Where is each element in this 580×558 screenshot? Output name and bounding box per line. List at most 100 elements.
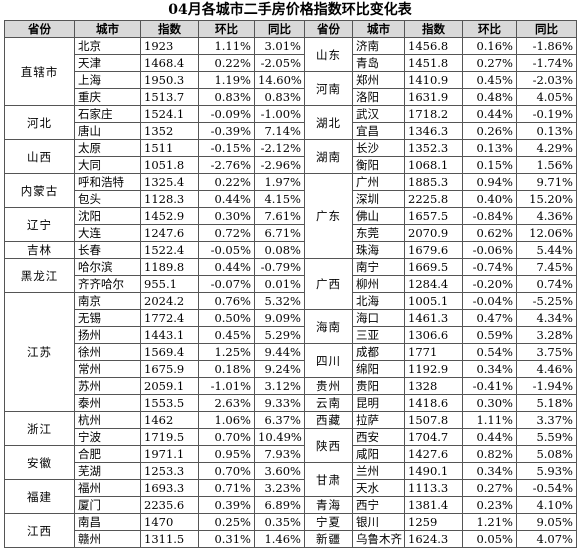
yoy-cell: 9.44% [254,343,305,361]
city-cell: 洛阳 [352,88,405,106]
index-cell: 1719.5 [140,428,199,446]
city-cell: 天津 [74,54,141,72]
mom-cell: 0.18% [198,360,255,378]
mom-cell: -0.15% [198,139,255,157]
mom-cell: 0.27% [462,479,517,497]
province-cell: 安徽 [4,445,75,480]
index-cell: 1772.4 [140,309,199,327]
index-cell: 1352 [140,122,199,140]
yoy-cell: 4.07% [516,530,577,548]
mom-cell: 0.83% [198,88,255,106]
index-cell: 1427.6 [404,445,463,463]
table-row: 厦门 2235.6 0.39% 6.89% 青海 西宁 1381.4 0.23% 4.10% [5,496,577,514]
yoy-cell: 14.60% [254,71,305,89]
city-cell: 芜湖 [74,462,141,480]
yoy-cell: -2.12% [254,139,305,157]
yoy-cell: 5.29% [254,326,305,344]
index-cell: 1522.4 [140,241,199,259]
mom-cell: 0.45% [462,71,517,89]
header-cell: 同比 [516,20,577,38]
yoy-cell: 0.08% [254,241,305,259]
city-cell: 宜昌 [352,122,405,140]
city-cell: 南京 [74,292,141,310]
mom-cell: -0.41% [462,377,517,395]
mom-cell: 0.34% [462,360,517,378]
table-row: 大连 1247.6 0.72% 6.71% 东莞 2070.9 0.62% 12.06% [5,224,577,242]
city-cell: 徐州 [74,343,141,361]
province-cell: 广西 [304,258,353,310]
city-cell: 上海 [74,71,141,89]
index-cell: 1311.5 [140,530,199,548]
yoy-cell: -0.79% [254,258,305,276]
yoy-cell: 4.10% [516,496,577,514]
index-cell: 1468.4 [140,54,199,72]
city-cell: 天水 [352,479,405,497]
mom-cell: 0.26% [462,122,517,140]
index-cell: 1569.4 [140,343,199,361]
mom-cell: 0.22% [198,54,255,72]
mom-cell: 1.06% [198,411,255,429]
city-cell: 佛山 [352,207,405,225]
mom-cell: 0.95% [198,445,255,463]
mom-cell: 0.13% [462,139,517,157]
yoy-cell: 10.49% [254,428,305,446]
province-cell: 河北 [4,105,75,140]
index-cell: 1885.3 [404,173,463,191]
yoy-cell: -1.86% [516,37,577,55]
city-cell: 苏州 [74,377,141,395]
yoy-cell: 6.71% [254,224,305,242]
table-row: 芜湖 1253.3 0.70% 3.60% 甘肃 兰州 1490.1 0.34% 5.93% [5,462,577,497]
city-cell: 成都 [352,343,405,361]
city-cell: 杭州 [74,411,141,429]
city-cell: 郑州 [352,71,405,89]
yoy-cell: -1.94% [516,377,577,395]
province-cell: 甘肃 [304,462,353,497]
mom-cell: 0.47% [462,309,517,327]
table-row: 辽宁 沈阳 1452.9 0.30% 7.61% 佛山 1657.5 -0.84% 4.36% [4,207,577,242]
province-cell: 宁夏 [304,513,353,531]
index-cell: 1657.5 [404,207,463,225]
index-cell: 1192.9 [404,360,463,378]
province-cell: 海南 [304,309,353,344]
index-cell: 1284.4 [404,275,463,293]
city-cell: 泰州 [74,394,141,412]
table-row: 宁波 1719.5 0.70% 10.49% 陕西 西安 1704.7 0.44% 5.59% [5,428,577,463]
mom-cell: 0.44% [198,258,255,276]
city-cell: 昆明 [352,394,405,412]
table-row: 上海 1950.3 1.19% 14.60% 河南 郑州 1410.9 0.45% -2.03% [5,71,577,106]
city-cell: 咸阳 [352,445,405,463]
table-row: 常州 1675.9 0.18% 9.24% 绵阳 1192.9 0.34% 4.46% [5,360,577,378]
province-cell: 山西 [4,139,75,174]
table-row: 天津 1468.4 0.22% -2.05% 青岛 1451.8 0.27% -1.74% [5,54,577,72]
yoy-cell: 0.35% [254,513,305,531]
index-cell: 1253.3 [140,462,199,480]
province-cell: 陕西 [304,428,353,463]
city-cell: 厦门 [74,496,141,514]
index-cell: 1051.8 [140,156,199,174]
mom-cell: 0.30% [198,207,255,225]
city-cell: 三亚 [352,326,405,344]
mom-cell: 0.44% [462,428,517,446]
province-cell: 贵州 [304,377,353,395]
city-cell: 无锡 [74,309,141,327]
header-cell: 环比 [198,20,255,38]
yoy-cell: -2.96% [254,156,305,174]
table-row: 吉林 长春 1522.4 -0.05% 0.08% 珠海 1679.6 -0.06% 5.44% [4,241,577,259]
table-title: 04月各城市二手房价格指数环比变化表 [168,2,412,18]
mom-cell: -0.05% [198,241,255,259]
header-cell: 同比 [254,20,305,38]
table-row: 唐山 1352 -0.39% 7.14% 宜昌 1346.3 0.26% 0.13% [5,122,577,140]
yoy-cell: 7.93% [254,445,305,463]
mom-cell: 0.50% [198,309,255,327]
table-row: 泰州 1553.5 2.63% 9.33% 云南 昆明 1418.6 0.30% 5.18% [5,394,577,412]
index-cell: 1443.1 [140,326,199,344]
province-cell: 直辖市 [4,37,75,106]
yoy-cell: 3.12% [254,377,305,395]
yoy-cell: 15.20% [516,190,577,208]
province-cell: 西藏 [304,411,353,429]
yoy-cell: 0.13% [516,122,577,140]
mom-cell: 0.23% [462,496,517,514]
province-cell: 江苏 [4,292,75,412]
mom-cell: 0.27% [462,54,517,72]
yoy-cell: 5.59% [516,428,577,446]
